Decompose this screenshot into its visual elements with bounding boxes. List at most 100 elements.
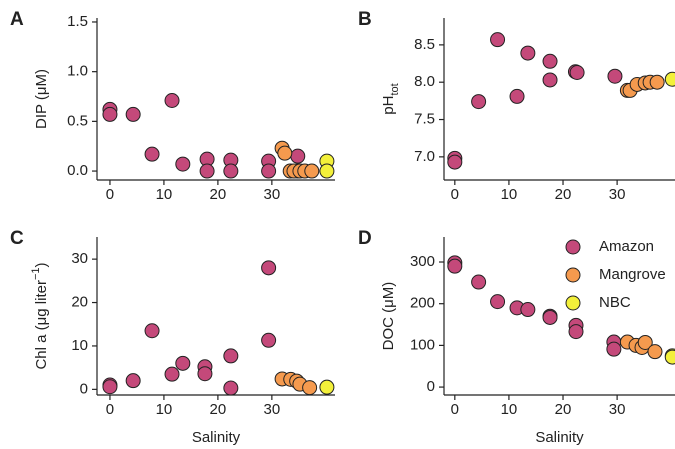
point [542, 53, 558, 69]
point [664, 71, 675, 87]
legend-swatch [565, 295, 581, 311]
point [223, 163, 239, 179]
panel-label: B [358, 9, 372, 30]
y-tick-label: 0.5 [67, 112, 88, 129]
x-tick-label: 0 [106, 401, 114, 418]
x-tick-label: 20 [555, 186, 572, 203]
x-tick-label: 10 [156, 186, 173, 203]
point [223, 348, 239, 364]
point [261, 260, 277, 276]
x-tick-label: 0 [451, 186, 459, 203]
y-axis-label: DOC (μM) [380, 282, 397, 351]
point [607, 68, 623, 84]
point [199, 163, 215, 179]
x-tick-label: 0 [106, 186, 114, 203]
y-axis-label: DIP (μM) [33, 69, 50, 129]
x-axis-label: Salinity [192, 429, 241, 446]
y-label-sup: −1 [30, 267, 42, 280]
point [261, 332, 277, 348]
legend-label: Mangrove [599, 266, 666, 283]
y-label-sub: tot [389, 83, 401, 95]
x-tick-label: 30 [264, 186, 281, 203]
point [664, 349, 675, 365]
point [175, 156, 191, 172]
point [542, 72, 558, 88]
point [302, 380, 318, 396]
y-tick-label: 30 [71, 250, 88, 267]
x-tick-label: 10 [156, 401, 173, 418]
point [197, 366, 213, 382]
point [520, 302, 536, 318]
point [223, 380, 239, 396]
legend-swatch [565, 239, 581, 255]
y-tick-label: 7.5 [414, 110, 435, 127]
y-tick-label: 7.0 [414, 148, 435, 165]
point [490, 32, 506, 48]
y-label-text: DOC (μM) [380, 282, 397, 351]
point [649, 74, 665, 90]
y-tick-label: 300 [410, 253, 435, 270]
point [647, 344, 663, 360]
y-label-text: Chl a (μg liter [33, 280, 50, 370]
y-tick-label: 8.0 [414, 73, 435, 90]
y-tick-label: 0 [427, 378, 435, 395]
legend-label: Amazon [599, 238, 654, 255]
y-tick-label: 0.0 [67, 162, 88, 179]
x-tick-label: 30 [609, 401, 626, 418]
y-label-text: pH [380, 96, 397, 115]
point [277, 145, 293, 161]
y-axis-label: pHtot [380, 83, 401, 114]
point [175, 355, 191, 371]
point [606, 341, 622, 357]
y-label-end: ) [33, 262, 50, 267]
panel-label: D [358, 228, 372, 249]
point [144, 323, 160, 339]
point [144, 146, 160, 162]
point [164, 92, 180, 108]
y-tick-label: 100 [410, 336, 435, 353]
point [490, 294, 506, 310]
y-tick-label: 1.0 [67, 63, 88, 80]
point [447, 154, 463, 170]
point [290, 148, 306, 164]
point [125, 373, 141, 389]
point [125, 106, 141, 122]
point [304, 163, 320, 179]
x-tick-label: 30 [264, 401, 281, 418]
y-tick-label: 8.5 [414, 36, 435, 53]
point [471, 94, 487, 110]
legend-swatch [565, 267, 581, 283]
y-label-text: DIP (μM) [33, 69, 50, 129]
point [319, 163, 335, 179]
y-tick-label: 20 [71, 294, 88, 311]
panel-label: A [10, 9, 24, 30]
point [520, 45, 536, 61]
point [102, 379, 118, 395]
point [319, 379, 335, 395]
y-tick-label: 0 [80, 380, 88, 397]
point [261, 163, 277, 179]
point [569, 64, 585, 80]
point [568, 324, 584, 340]
y-axis-label: Chl a (μg liter−1) [30, 262, 50, 369]
x-axis-label: Salinity [535, 429, 584, 446]
point [637, 334, 653, 350]
x-tick-label: 10 [501, 186, 518, 203]
x-tick-label: 20 [210, 401, 227, 418]
x-tick-label: 20 [555, 401, 572, 418]
y-tick-label: 200 [410, 295, 435, 312]
point [542, 309, 558, 325]
panel-label: C [10, 228, 24, 249]
x-tick-label: 0 [451, 401, 459, 418]
point [102, 106, 118, 122]
y-tick-label: 1.5 [67, 13, 88, 30]
point [447, 258, 463, 274]
x-tick-label: 10 [501, 401, 518, 418]
point [164, 366, 180, 382]
point [471, 274, 487, 290]
legend-label: NBC [599, 294, 631, 311]
x-tick-label: 30 [609, 186, 626, 203]
x-tick-label: 20 [210, 186, 227, 203]
point [509, 88, 525, 104]
